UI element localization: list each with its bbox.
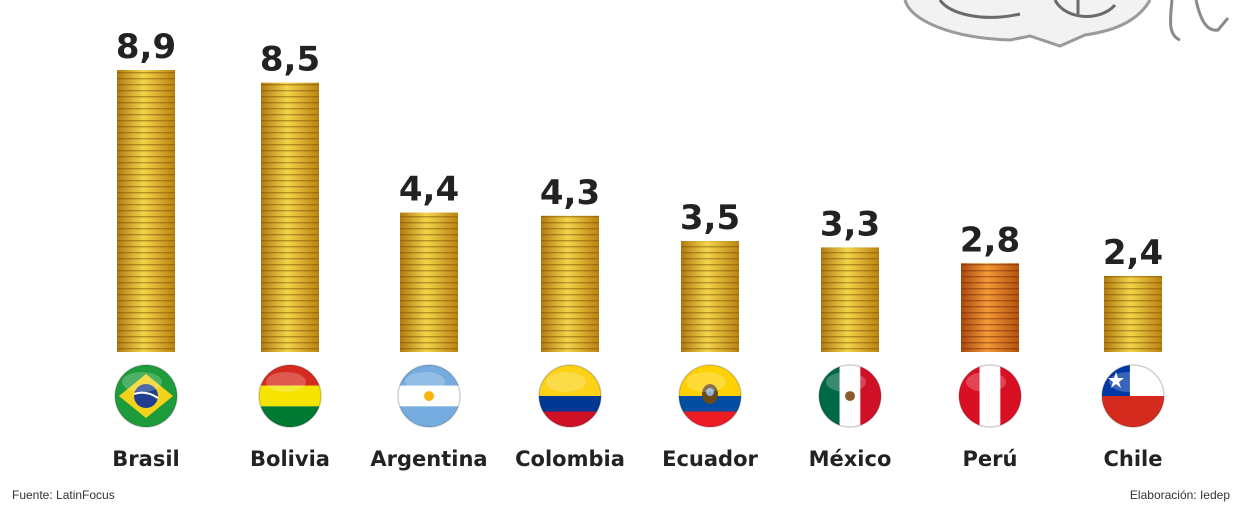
category-label: Ecuador	[662, 447, 758, 471]
peru-flag-icon	[958, 364, 1022, 428]
brazil-flag-icon	[114, 364, 178, 428]
flags-layer	[114, 364, 1165, 428]
data-label: 4,3	[540, 173, 600, 213]
data-label: 3,3	[820, 204, 880, 244]
cartoon-illustration-icon	[903, 0, 1230, 48]
category-label: México	[809, 447, 892, 471]
bar-group: 8,5 Bolivia	[250, 40, 330, 471]
bar-group: 3,5 Ecuador	[662, 198, 758, 471]
data-label: 2,4	[1103, 233, 1163, 273]
category-label: Brasil	[112, 447, 179, 471]
data-label: 8,5	[260, 40, 320, 80]
ecuador-flag-icon	[678, 364, 742, 428]
bar-texture	[821, 247, 879, 352]
chile-flag-icon	[1101, 364, 1165, 428]
data-label: 2,8	[960, 220, 1020, 260]
bar-texture	[1104, 275, 1162, 352]
bar-texture	[541, 215, 599, 352]
bar-group: 4,3 Colombia	[515, 173, 625, 471]
bar-group: 2,8 Perú	[960, 220, 1020, 471]
bolivia-flag-icon	[258, 364, 322, 428]
credit-note: Elaboración: Iedep	[1129, 488, 1230, 502]
bar-group: 8,9 Brasil	[112, 27, 179, 471]
bar-texture	[117, 70, 175, 352]
bar-group: 2,4 Chile	[1103, 233, 1163, 471]
argentina-flag-icon	[397, 364, 461, 428]
category-label: Bolivia	[250, 447, 330, 471]
data-label: 8,9	[116, 27, 176, 67]
source-note: Fuente: LatinFocus	[12, 488, 115, 502]
bar-texture	[261, 82, 319, 352]
bar-texture	[400, 212, 458, 352]
bars-layer: 8,9 Brasil 8,5 Bolivia 4,4 Argentina 4,3 Colomb…	[112, 27, 1163, 471]
bar-group: 4,4 Argentina	[370, 170, 487, 471]
bar-group: 3,3 México	[809, 204, 892, 471]
bar-texture	[961, 263, 1019, 352]
mexico-flag-icon	[818, 364, 882, 428]
bar-texture	[681, 241, 739, 352]
category-label: Perú	[963, 447, 1018, 471]
data-label: 3,5	[680, 198, 740, 238]
colombia-flag-icon	[538, 364, 602, 428]
category-label: Colombia	[515, 447, 625, 471]
category-label: Argentina	[370, 447, 487, 471]
category-label: Chile	[1103, 447, 1162, 471]
data-label: 4,4	[399, 170, 459, 210]
